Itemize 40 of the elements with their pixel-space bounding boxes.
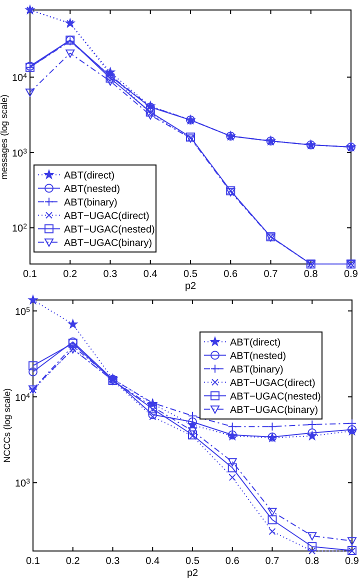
legend-label: ABT−UGAC(binary)	[230, 404, 318, 416]
legend-label: ABT−UGAC(binary)	[64, 238, 152, 249]
y-tick-label: 10$^{3}$	[14, 478, 30, 490]
x-tick-label: 0.8	[304, 269, 318, 280]
y-tick-label: 10$^{5}$	[14, 306, 30, 318]
x-tick-label: 0.4	[146, 556, 160, 567]
x-tick-label: 0.6	[224, 269, 238, 280]
y-axis-title: messages (log scale)	[0, 94, 9, 180]
y-tick-label: 10$^{4}$	[14, 392, 30, 404]
y-tick-label: 10$^{2}$	[12, 223, 28, 235]
x-tick-label: 0.4	[143, 269, 158, 280]
x-tick-label: 0.3	[106, 556, 120, 567]
x-axis-title: p2	[184, 281, 196, 292]
x-tick-label: 0.9	[345, 556, 360, 567]
legend-label: ABT(nested)	[230, 350, 286, 362]
x-tick-label: 0.7	[265, 556, 280, 567]
x-tick-label: 0.9	[344, 269, 358, 280]
y-axis-title: NCCCs (log scale)	[2, 388, 12, 463]
legend-label: ABT−UGAC(direct)	[64, 210, 150, 222]
x-tick-label: 0.2	[63, 269, 78, 280]
x-tick-label: 0.5	[184, 269, 198, 280]
x-tick-label: 0.3	[103, 269, 118, 280]
legend-label: ABT(binary)	[230, 364, 284, 376]
legend-label: ABT−UGAC(nested)	[230, 391, 321, 402]
x-tick-label: 0.1	[26, 556, 40, 567]
legend-label: ABT−UGAC(nested)	[64, 224, 155, 236]
x-tick-label: 0.5	[186, 556, 200, 567]
x-tick-label: 0.8	[305, 556, 320, 567]
y-tick-label: 10$^{4}$	[12, 72, 28, 84]
legend-label: ABT(nested)	[64, 184, 120, 195]
x-axis-title: p2	[186, 568, 198, 578]
legend-label: ABT(binary)	[64, 197, 118, 208]
legend-label: ABT−UGAC(direct)	[230, 378, 316, 389]
x-tick-label: 0.7	[264, 269, 278, 280]
legend-label: ABT(direct)	[64, 170, 115, 182]
x-tick-label: 0.6	[225, 556, 240, 567]
legend-label: ABT(direct)	[230, 337, 281, 348]
y-tick-label: 10$^{3}$	[12, 148, 28, 160]
x-tick-label: 0.2	[66, 556, 80, 567]
x-tick-label: 0.1	[23, 269, 38, 280]
